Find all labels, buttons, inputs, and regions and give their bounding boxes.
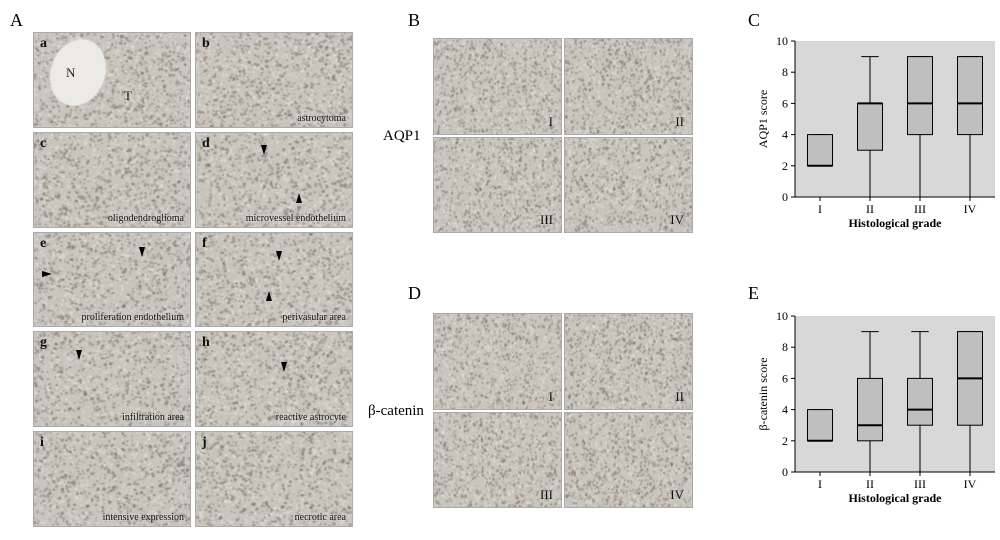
svg-text:Histological grade: Histological grade xyxy=(849,216,943,230)
panel-a-tile-c: c oligodendroglioma xyxy=(33,132,191,228)
panel-letter-e: E xyxy=(748,283,759,304)
panel-a-tile-f: f perivasular area xyxy=(195,232,353,328)
panel-a-grid: a N Tb astrocytoma c oligodendroglioma d microv… xyxy=(33,32,353,527)
side-label-aqp1: AQP1 xyxy=(383,128,421,145)
panelB-tile-IV: IV xyxy=(564,137,693,234)
svg-text:Histological grade: Histological grade xyxy=(849,491,943,505)
svg-text:8: 8 xyxy=(782,65,788,79)
panel-a-subletter: f xyxy=(202,236,207,252)
panel-a-caption: microvessel endothelium xyxy=(246,213,346,224)
arrow-icon xyxy=(281,362,287,372)
panel-letter-b: B xyxy=(408,10,420,31)
panelB-tile-III: III xyxy=(433,137,562,234)
panel-a-caption: oligodendroglioma xyxy=(108,213,184,224)
panel-e-boxplot: 0 2 4 6 8 10 β-catenin score Histological grade… xyxy=(753,308,1000,508)
svg-text:0: 0 xyxy=(782,190,788,204)
panelD-tile-I: I xyxy=(433,313,562,410)
roman-label: IV xyxy=(670,487,684,503)
panel-a-tile-e: e proliferation endothelium xyxy=(33,232,191,328)
svg-text:AQP1 score: AQP1 score xyxy=(756,90,770,148)
panelD-tile-III: III xyxy=(433,412,562,509)
arrow-icon xyxy=(261,145,267,155)
arrow-icon xyxy=(296,193,302,203)
arrow-icon xyxy=(266,291,272,301)
panel-a-tile-d: d microvessel endothelium xyxy=(195,132,353,228)
svg-text:6: 6 xyxy=(782,96,788,110)
panel-a-caption: proliferation endothelium xyxy=(82,312,184,323)
svg-text:III: III xyxy=(914,477,926,491)
figure-root: A a N Tb astrocytoma c oligodendroglioma d micr… xyxy=(8,8,992,532)
svg-text:10: 10 xyxy=(776,309,788,323)
panel-a-caption: perivasular area xyxy=(282,312,346,323)
column-right: C 0246810AQP1 scoreHistological gradeIII… xyxy=(748,8,1000,532)
svg-text:IV: IV xyxy=(964,477,977,491)
panel-a-caption: infiltration area xyxy=(122,412,184,423)
panel-a-subletter: d xyxy=(202,136,210,152)
roman-label: I xyxy=(549,114,553,130)
svg-text:10: 10 xyxy=(776,34,788,48)
arrow-icon xyxy=(42,271,52,277)
svg-text:β-catenin score: β-catenin score xyxy=(756,357,770,430)
panel-a-subletter: h xyxy=(202,335,210,351)
roman-label: III xyxy=(540,212,553,228)
roman-label: I xyxy=(549,389,553,405)
panel-a-inner-label: T xyxy=(124,88,132,104)
panel-a-caption: necrotic area xyxy=(295,512,346,523)
roman-label: II xyxy=(675,114,684,130)
panelD-tile-II: II xyxy=(564,313,693,410)
arrow-icon xyxy=(276,251,282,261)
panel-a-caption: intensive expression xyxy=(103,512,184,523)
svg-text:4: 4 xyxy=(782,128,788,142)
svg-text:6: 6 xyxy=(782,371,788,385)
panel-a-subletter: g xyxy=(40,335,47,351)
panel-a-tile-g: g infiltration area xyxy=(33,331,191,427)
panel-a-tile-i: i intensive expression xyxy=(33,431,191,527)
panel-a-tile-b: b astrocytoma xyxy=(195,32,353,128)
roman-label: II xyxy=(675,389,684,405)
svg-text:8: 8 xyxy=(782,340,788,354)
svg-text:2: 2 xyxy=(782,159,788,173)
panel-a-tile-j: j necrotic area xyxy=(195,431,353,527)
svg-text:2: 2 xyxy=(782,434,788,448)
panel-a-subletter: a xyxy=(40,36,47,52)
panel-letter-a: A xyxy=(10,10,23,31)
column-left: A a N Tb astrocytoma c oligodendroglioma d micr… xyxy=(8,8,353,532)
arrow-icon xyxy=(139,247,145,257)
panel-letter-c: C xyxy=(748,10,760,31)
panel-b-grid: IIIIIIIV xyxy=(433,38,693,233)
panelB-tile-II: II xyxy=(564,38,693,135)
panel-a-subletter: b xyxy=(202,36,210,52)
panel-a-subletter: c xyxy=(40,136,46,152)
svg-text:4: 4 xyxy=(782,403,788,417)
panelD-tile-IV: IV xyxy=(564,412,693,509)
svg-text:II: II xyxy=(866,477,874,491)
panel-a-subletter: j xyxy=(202,435,207,451)
svg-text:I: I xyxy=(818,477,822,491)
svg-text:0: 0 xyxy=(782,465,788,479)
panel-a-tile-a: a N T xyxy=(33,32,191,128)
svg-text:IV: IV xyxy=(964,202,977,216)
svg-text:II: II xyxy=(866,202,874,216)
panel-a-inner-label: N xyxy=(66,65,75,81)
panel-letter-d: D xyxy=(408,283,421,304)
side-label-bcatenin: β-catenin xyxy=(368,403,424,420)
arrow-icon xyxy=(76,350,82,360)
roman-label: III xyxy=(540,487,553,503)
panel-a-subletter: i xyxy=(40,435,44,451)
panel-a-caption: reactive astrocyte xyxy=(276,412,346,423)
panel-c-boxplot: 0246810AQP1 scoreHistological gradeIIIII… xyxy=(753,33,1000,233)
panelB-tile-I: I xyxy=(433,38,562,135)
panel-a-caption: astrocytoma xyxy=(297,113,346,124)
panel-a-tile-h: h reactive astrocyte xyxy=(195,331,353,427)
column-middle: B AQP1 IIIIIIIV D β-catenin IIIIIIIV xyxy=(393,8,708,532)
panel-a-subletter: e xyxy=(40,236,46,252)
svg-text:I: I xyxy=(818,202,822,216)
roman-label: IV xyxy=(670,212,684,228)
svg-text:III: III xyxy=(914,202,926,216)
panel-d-grid: IIIIIIIV xyxy=(433,313,693,508)
